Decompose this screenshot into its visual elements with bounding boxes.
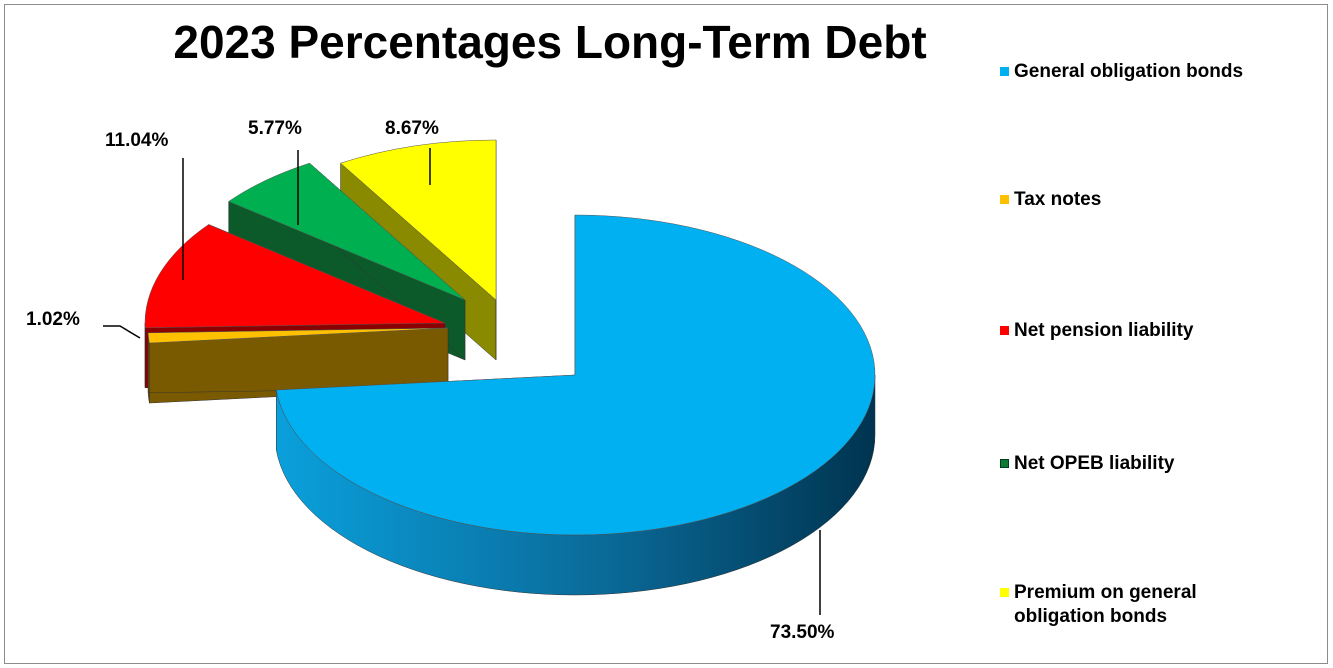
pie-slice-top-2 bbox=[144, 224, 446, 329]
pie-slice-top-3 bbox=[228, 162, 466, 301]
pie-slice-1 bbox=[147, 327, 449, 404]
legend-item-general-obligation-bonds: General obligation bonds bbox=[1000, 60, 1314, 84]
legend-label: Net OPEB liability bbox=[1014, 453, 1175, 474]
legend-swatch-green bbox=[1000, 459, 1009, 468]
pie-slice-top-0 bbox=[276, 214, 876, 536]
legend-label: Net pension liability bbox=[1014, 320, 1194, 341]
legend-swatch-blue bbox=[1000, 67, 1009, 76]
legend-item-net-opeb-liability: Net OPEB liability bbox=[1000, 452, 1314, 476]
pie-slice-top-1 bbox=[147, 327, 449, 344]
legend-label: Tax notes bbox=[1014, 189, 1102, 210]
legend-item-net-pension-liability: Net pension liability bbox=[1000, 319, 1314, 343]
pie-slice-top-4 bbox=[340, 139, 497, 301]
pie-slice-rim-1 bbox=[147, 332, 150, 404]
legend-label: General obligation bonds bbox=[1014, 61, 1244, 82]
pie-slice-0 bbox=[276, 214, 876, 596]
legend-label: Premium on general obligation bonds bbox=[1014, 582, 1197, 627]
data-label-tax-notes: 1.02% bbox=[26, 309, 80, 330]
data-label-premium: 8.67% bbox=[385, 118, 439, 139]
legend-swatch-red bbox=[1000, 326, 1009, 335]
legend-item-tax-notes: Tax notes bbox=[1000, 188, 1314, 212]
legend-item-premium-on-general-obligation-bonds: Premium on general obligation bonds bbox=[1000, 581, 1264, 629]
legend-swatch-yellow bbox=[1000, 588, 1009, 597]
legend: General obligation bonds Tax notes Net p… bbox=[1000, 0, 1330, 668]
chart-title: 2023 Percentages Long-Term Debt bbox=[173, 16, 927, 68]
data-label-general-obligation-bonds: 73.50% bbox=[770, 622, 835, 643]
legend-swatch-orange bbox=[1000, 195, 1009, 204]
data-label-net-pension-liability: 11.04% bbox=[105, 130, 169, 151]
leader-line-1 bbox=[103, 325, 141, 339]
data-label-net-opeb-liability: 5.77% bbox=[248, 118, 302, 139]
